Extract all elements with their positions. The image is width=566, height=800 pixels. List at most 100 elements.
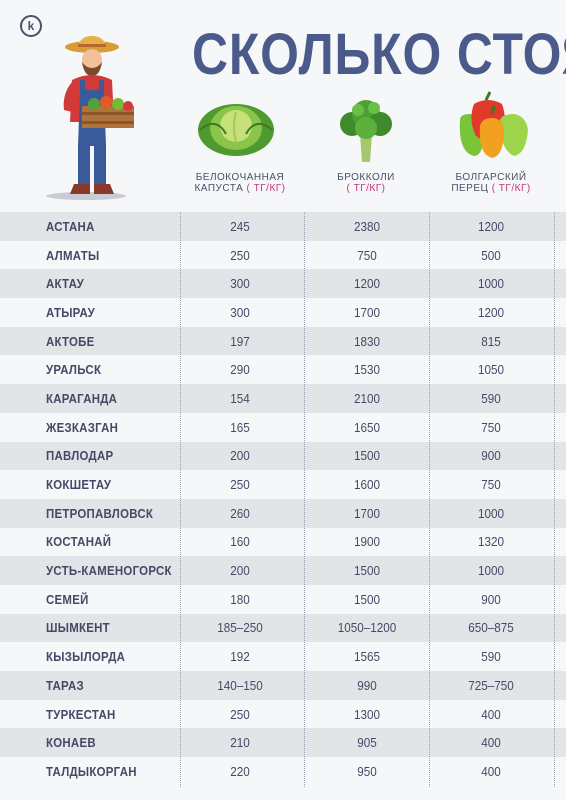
table-row: ЖЕЗКАЗГАН 165 1650 750 [0,413,566,442]
broccoli-price: 1900 [353,534,381,550]
broccoli-price: 1500 [353,448,381,464]
table-row: КАРАГАНДА 154 2100 590 [0,384,566,413]
cabbage-price: 200 [230,448,250,464]
broccoli-price: 1500 [353,591,381,607]
cabbage-price: 245 [230,218,250,234]
cabbage-price: 185–250 [217,620,263,636]
broccoli-icon [340,100,392,162]
pepper-price: 1050 [477,362,505,378]
broccoli-price: 1650 [353,419,381,435]
cabbage-price: 140–150 [217,677,263,693]
broccoli-price: 990 [357,677,377,693]
table-row: УСТЬ-КАМЕНОГОРСК 200 1500 1000 [0,556,566,585]
column-unit: ( ТГ/КГ) [246,183,286,194]
cabbage-price: 220 [230,763,250,779]
column-header-line1: БРОККОЛИ [337,172,395,183]
city-name: УСТЬ-КАМЕНОГОРСК [46,563,172,579]
pepper-price: 650–875 [468,620,514,636]
cabbage-price: 197 [230,333,250,349]
table-row: АЛМАТЫ 250 750 500 [0,241,566,270]
table-row: КЫЗЫЛОРДА 192 1565 590 [0,642,566,671]
city-name: ТАРАЗ [46,677,84,693]
city-name: УРАЛЬСК [46,362,102,378]
brand-logo: k [20,15,42,37]
city-name: ТАЛДЫКОРГАН [46,763,137,779]
row-stripe [0,212,566,241]
city-name: АСТАНА [46,218,95,234]
pepper-price: 400 [481,735,501,751]
column-divider [429,212,430,787]
column-divider [304,212,305,787]
pepper-price: 590 [481,390,501,406]
city-name: ЖЕЗКАЗГАН [46,419,119,435]
city-name: КОНАЕВ [46,735,96,751]
table-row: АТЫРАУ 300 1700 1200 [0,298,566,327]
cabbage-price: 160 [230,534,250,550]
row-stripe [0,498,566,528]
broccoli-price: 1530 [353,362,381,378]
column-header-line1: БОЛГАРСКИЙ [455,172,527,183]
pepper-price: 590 [481,649,501,665]
row-stripe [0,441,566,471]
row-stripe [0,326,566,356]
broccoli-price: 2380 [353,218,381,234]
column-header-line2: КАПУСТА [194,183,244,194]
cabbage-price: 200 [230,563,250,579]
table-row: АКТОБЕ 197 1830 815 [0,326,566,356]
city-name: ПЕТРОПАВЛОВСК [46,505,154,521]
city-name: КАРАГАНДА [46,390,118,406]
column-divider [180,212,181,787]
pepper-price: 1000 [477,276,505,292]
cabbage-price: 210 [230,735,250,751]
column-header-line2: ПЕРЕЦ [451,183,489,194]
city-name: АКТОБЕ [46,333,95,349]
broccoli-price: 1050–1200 [337,620,397,636]
column-divider [554,212,555,787]
broccoli-price: 905 [357,735,377,751]
page-title: СКОЛЬКО СТОЯТ [192,22,566,87]
city-name: СЕМЕЙ [46,591,89,607]
cabbage-price: 290 [230,362,250,378]
cabbage-price: 300 [230,304,250,320]
cabbage-icon [198,104,274,156]
cabbage-price: 250 [230,247,250,263]
table-row: КОКШЕТАУ 250 1600 750 [0,470,566,499]
row-stripe [0,671,566,700]
pepper-price: 1200 [477,304,505,320]
cabbage-price: 260 [230,505,250,521]
pepper-price: 1320 [477,534,505,550]
cabbage-price: 180 [230,591,250,607]
table-row: АСТАНА 245 2380 1200 [0,212,566,241]
cabbage-price: 250 [230,706,250,722]
pepper-price: 815 [481,333,501,349]
farmer-icon [46,36,134,200]
pepper-price: 750 [481,477,501,493]
pepper-price: 900 [481,591,501,607]
city-name: ПАВЛОДАР [46,448,114,464]
city-name: КЫЗЫЛОРДА [46,649,126,665]
table-row: ТУРКЕСТАН 250 1300 400 [0,700,566,729]
pepper-price: 1200 [477,218,505,234]
cabbage-price: 192 [230,649,250,665]
logo-letter: k [27,19,35,33]
city-name: КОСТАНАЙ [46,534,112,550]
broccoli-price: 1700 [353,304,381,320]
city-name: АКТАУ [46,276,85,292]
broccoli-price: 1500 [353,563,381,579]
broccoli-price: 1300 [353,706,381,722]
row-stripe [0,613,566,643]
column-unit: ( ТГ/КГ) [346,183,386,194]
pepper-price: 1000 [477,563,505,579]
city-name: АЛМАТЫ [46,247,100,263]
table-row: АКТАУ 300 1200 1000 [0,269,566,299]
column-header-broccoli: БРОККОЛИ ( ТГ/КГ) [311,172,421,194]
pepper-price: 500 [481,247,501,263]
broccoli-price: 1200 [353,276,381,292]
row-stripe [0,384,566,413]
pepper-price: 900 [481,448,501,464]
column-header-line1: БЕЛОКОЧАННАЯ [195,172,285,183]
table-row: ТАРАЗ 140–150 990 725–750 [0,671,566,700]
table-row: ШЫМКЕНТ 185–250 1050–1200 650–875 [0,613,566,643]
column-header-cabbage: БЕЛОКОЧАННАЯ КАПУСТА ( ТГ/КГ) [185,172,295,194]
